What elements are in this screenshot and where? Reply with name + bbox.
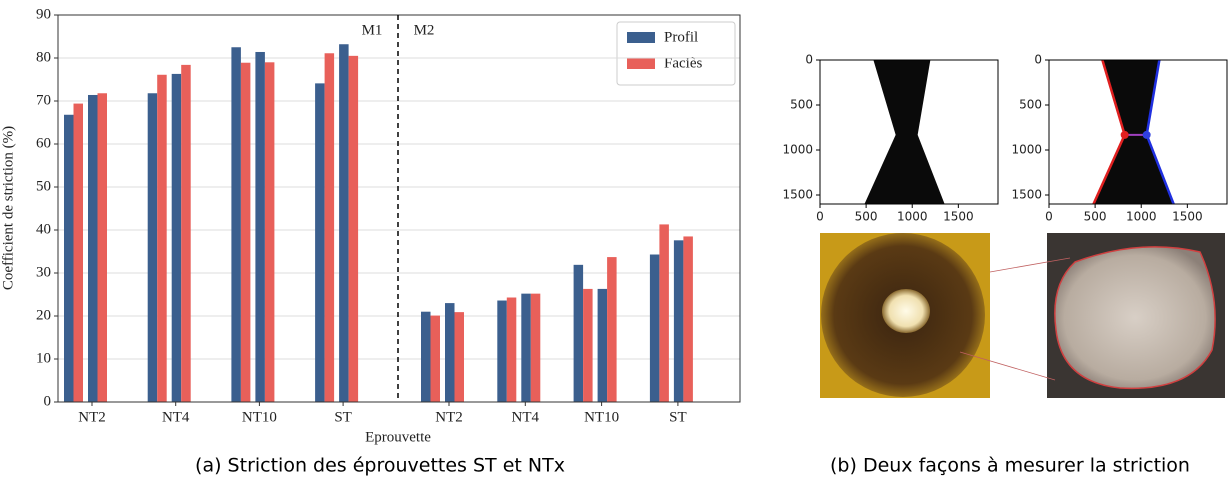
- image-frame: [1048, 59, 1228, 205]
- x-tick-label: 1500: [1172, 210, 1203, 224]
- bar: [497, 300, 507, 402]
- y-tick-label: 1500: [782, 188, 813, 202]
- y-tick-label: 30: [36, 264, 51, 280]
- x-tick-label: NT2: [78, 409, 106, 425]
- y-tick-label: 90: [36, 6, 51, 22]
- bar: [324, 53, 335, 403]
- x-tick-label: NT4: [162, 409, 190, 425]
- y-tick-label: 40: [36, 221, 51, 237]
- bar: [659, 224, 669, 402]
- bar: [421, 311, 431, 402]
- neck-point: [1120, 130, 1129, 139]
- y-tick-label: 1000: [1011, 143, 1042, 157]
- connector: [959, 351, 1056, 381]
- bar: [231, 47, 241, 402]
- bar: [88, 94, 98, 402]
- x-tick-label: NT2: [435, 409, 463, 425]
- image-frame: [819, 59, 999, 205]
- y-tick-label: 1500: [1011, 188, 1042, 202]
- caption: (b) Deux façons à mesurer la striction: [830, 455, 1190, 477]
- y-tick-label: 500: [790, 98, 813, 112]
- plot-frame: [57, 14, 741, 403]
- y-axis-label: Coefficient de striction (%): [0, 126, 16, 290]
- neck-point: [1142, 130, 1151, 139]
- bar: [673, 240, 684, 402]
- bar: [445, 303, 455, 402]
- photo-left: [820, 233, 990, 398]
- x-tick-label: NT10: [584, 409, 619, 425]
- photo-right: [1047, 233, 1225, 398]
- bar: [649, 254, 660, 402]
- bar: [339, 44, 349, 403]
- legend-label: Faciès: [664, 55, 702, 71]
- bar: [157, 74, 167, 403]
- y-tick-label: 10: [36, 350, 51, 366]
- y-tick-label: 0: [805, 53, 813, 67]
- background: [917, 60, 998, 204]
- y-tick-label: 70: [36, 92, 51, 108]
- bar: [315, 83, 325, 403]
- x-tick-label: 500: [1084, 210, 1107, 224]
- bar: [348, 55, 359, 402]
- bar: [583, 288, 593, 402]
- bar: [506, 297, 517, 402]
- x-tick-label: 500: [855, 210, 878, 224]
- x-tick-label: ST: [669, 409, 687, 425]
- x-tick-label: NT4: [512, 409, 540, 425]
- y-tick-label: 500: [1019, 98, 1042, 112]
- bar: [171, 73, 182, 402]
- legend-swatch: [627, 32, 655, 43]
- caption: (a) Striction des éprouvettes ST et NTx: [195, 455, 565, 477]
- y-tick-label: 50: [36, 178, 51, 194]
- bar: [97, 93, 107, 402]
- bar: [521, 293, 531, 402]
- background: [820, 60, 896, 204]
- bar: [607, 257, 617, 402]
- bar: [430, 315, 440, 402]
- background: [1049, 60, 1125, 204]
- bar: [573, 264, 584, 402]
- x-tick-label: 1000: [897, 210, 928, 224]
- y-tick-label: 60: [36, 135, 51, 151]
- background: [1146, 60, 1227, 204]
- y-tick-label: 1000: [782, 143, 813, 157]
- y-tick-label: 0: [1034, 53, 1042, 67]
- bar: [240, 62, 251, 402]
- connector: [989, 257, 1071, 273]
- legend-swatch: [627, 58, 655, 69]
- bar: [64, 114, 74, 402]
- legend: Profil Faciès: [616, 21, 736, 86]
- bar: [181, 64, 191, 402]
- annotation: M2: [414, 22, 435, 38]
- y-tick-label: 80: [36, 49, 51, 65]
- bar: [454, 312, 464, 402]
- x-tick-label: 0: [816, 210, 824, 224]
- x-tick-label: 1500: [943, 210, 974, 224]
- x-tick-label: NT10: [242, 409, 277, 425]
- bar: [683, 236, 693, 402]
- x-tick-label: ST: [334, 409, 352, 425]
- bar: [597, 288, 608, 402]
- annotation: M1: [362, 22, 383, 38]
- bar: [530, 293, 541, 402]
- bar: [147, 93, 158, 402]
- y-tick-label: 20: [36, 307, 51, 323]
- bar: [264, 62, 275, 403]
- x-axis-label: Eprouvette: [365, 429, 431, 445]
- y-tick-label: 0: [44, 393, 52, 409]
- bar: [73, 103, 83, 402]
- legend-label: Profil: [664, 29, 698, 45]
- x-tick-label: 1000: [1126, 210, 1157, 224]
- x-tick-label: 0: [1045, 210, 1053, 224]
- bar: [255, 51, 265, 402]
